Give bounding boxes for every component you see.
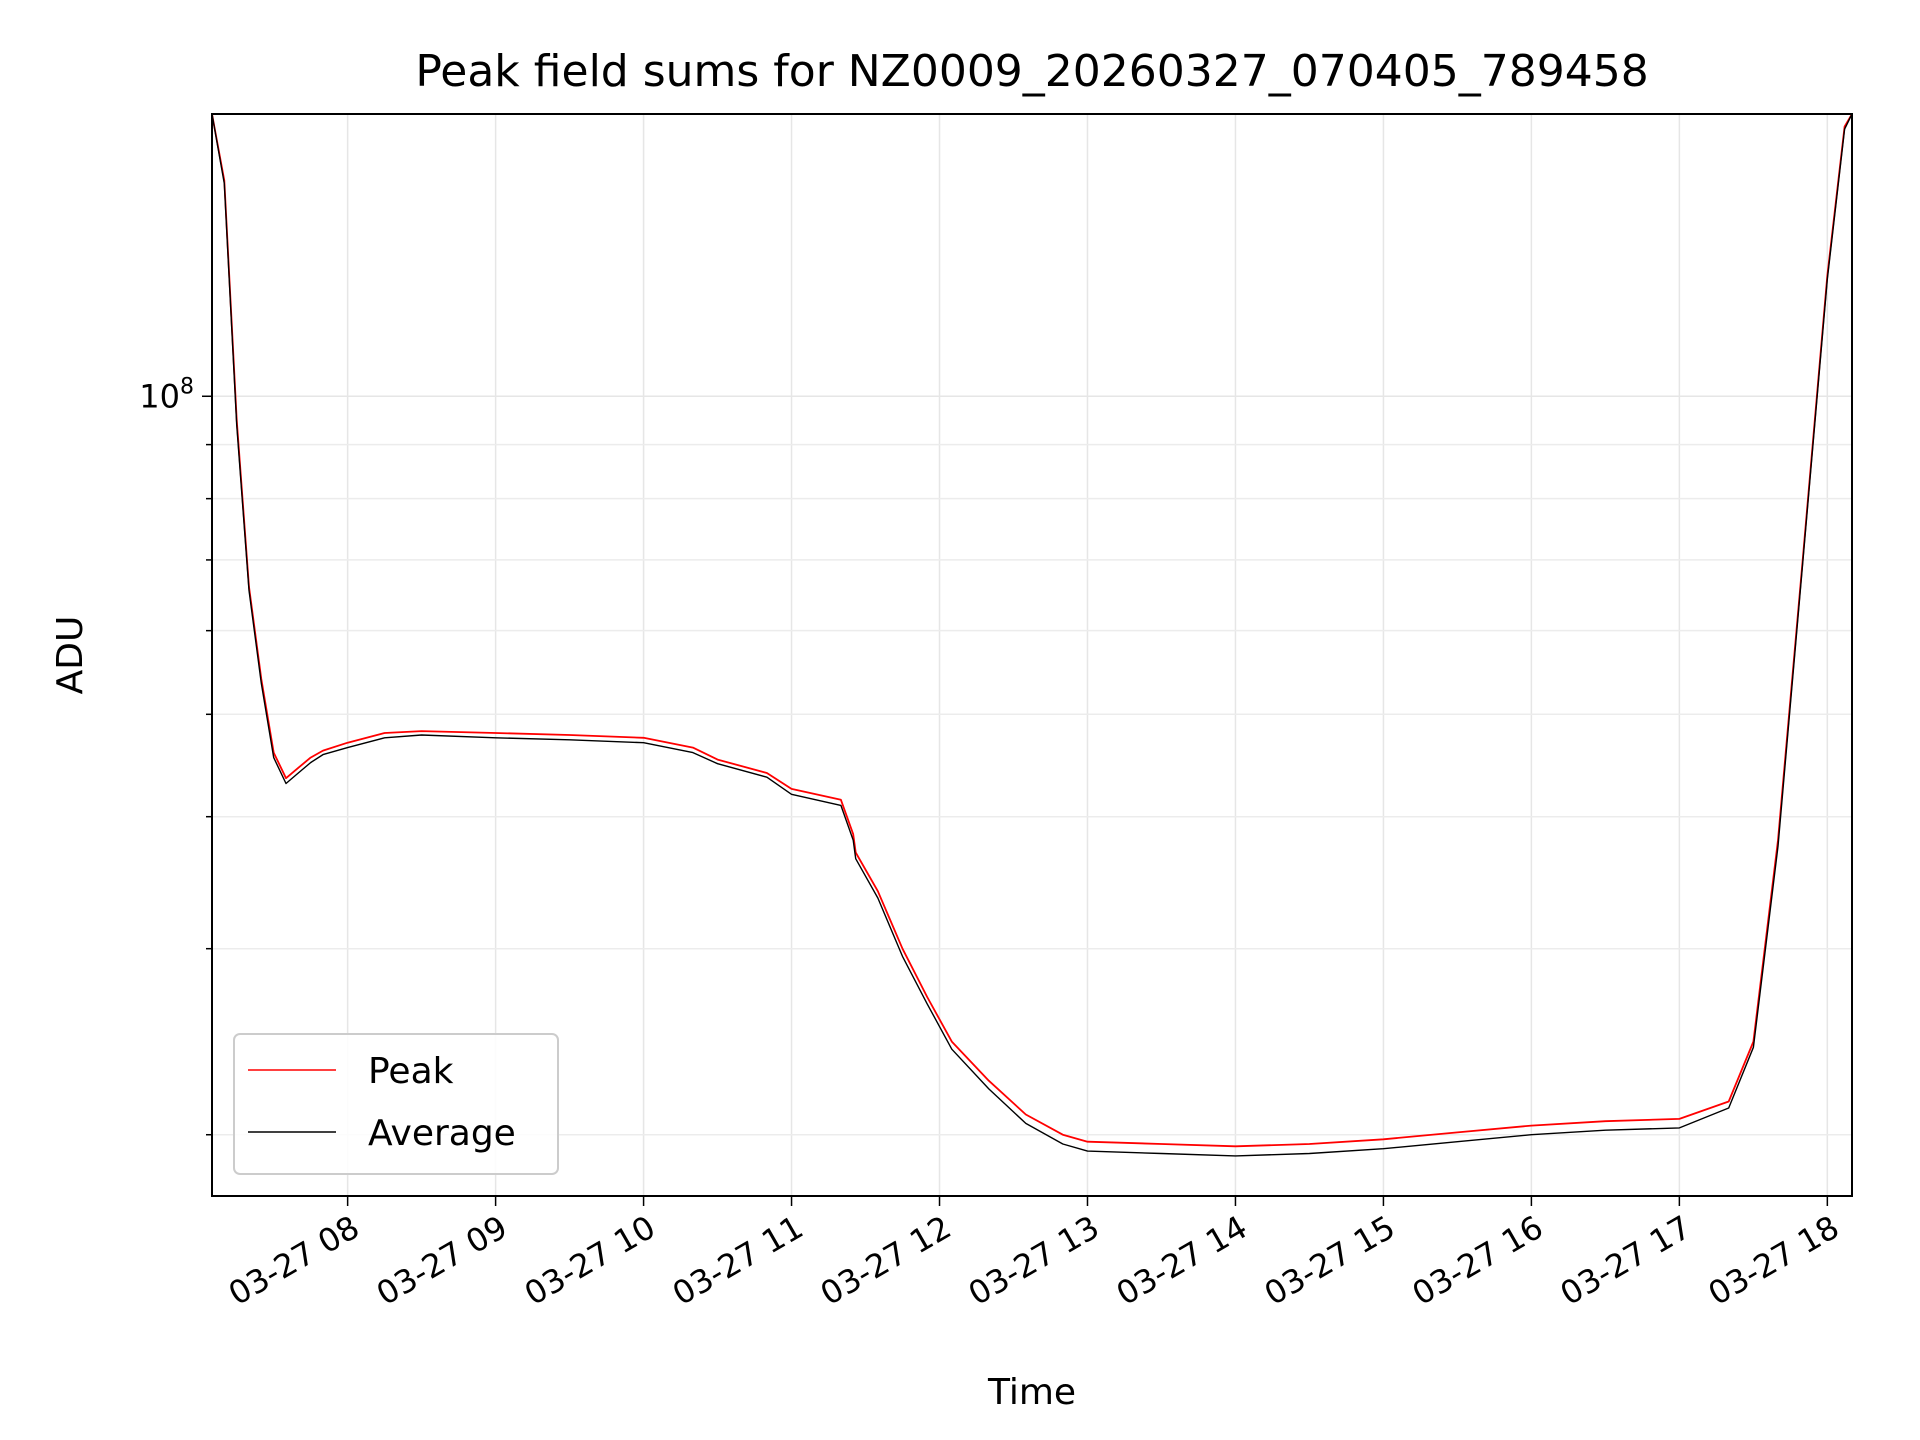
series-layer <box>212 114 1852 1157</box>
legend-label-average: Average <box>368 1113 516 1154</box>
x-axis-label: Time <box>987 1372 1076 1413</box>
plot-frame <box>211 113 1853 1197</box>
series-line-peak <box>212 114 1852 1148</box>
legend-box <box>233 1033 559 1175</box>
legend: Peak Average <box>233 1033 559 1175</box>
y-axis-label: ADU <box>50 616 91 695</box>
y-tick-label: 108 <box>139 374 194 415</box>
series-line-average <box>212 114 1852 1157</box>
legend-label-peak: Peak <box>368 1051 454 1092</box>
chart-title: Peak field sums for NZ0009_20260327_0704… <box>415 46 1648 97</box>
y-axis: 108 <box>139 374 212 1136</box>
